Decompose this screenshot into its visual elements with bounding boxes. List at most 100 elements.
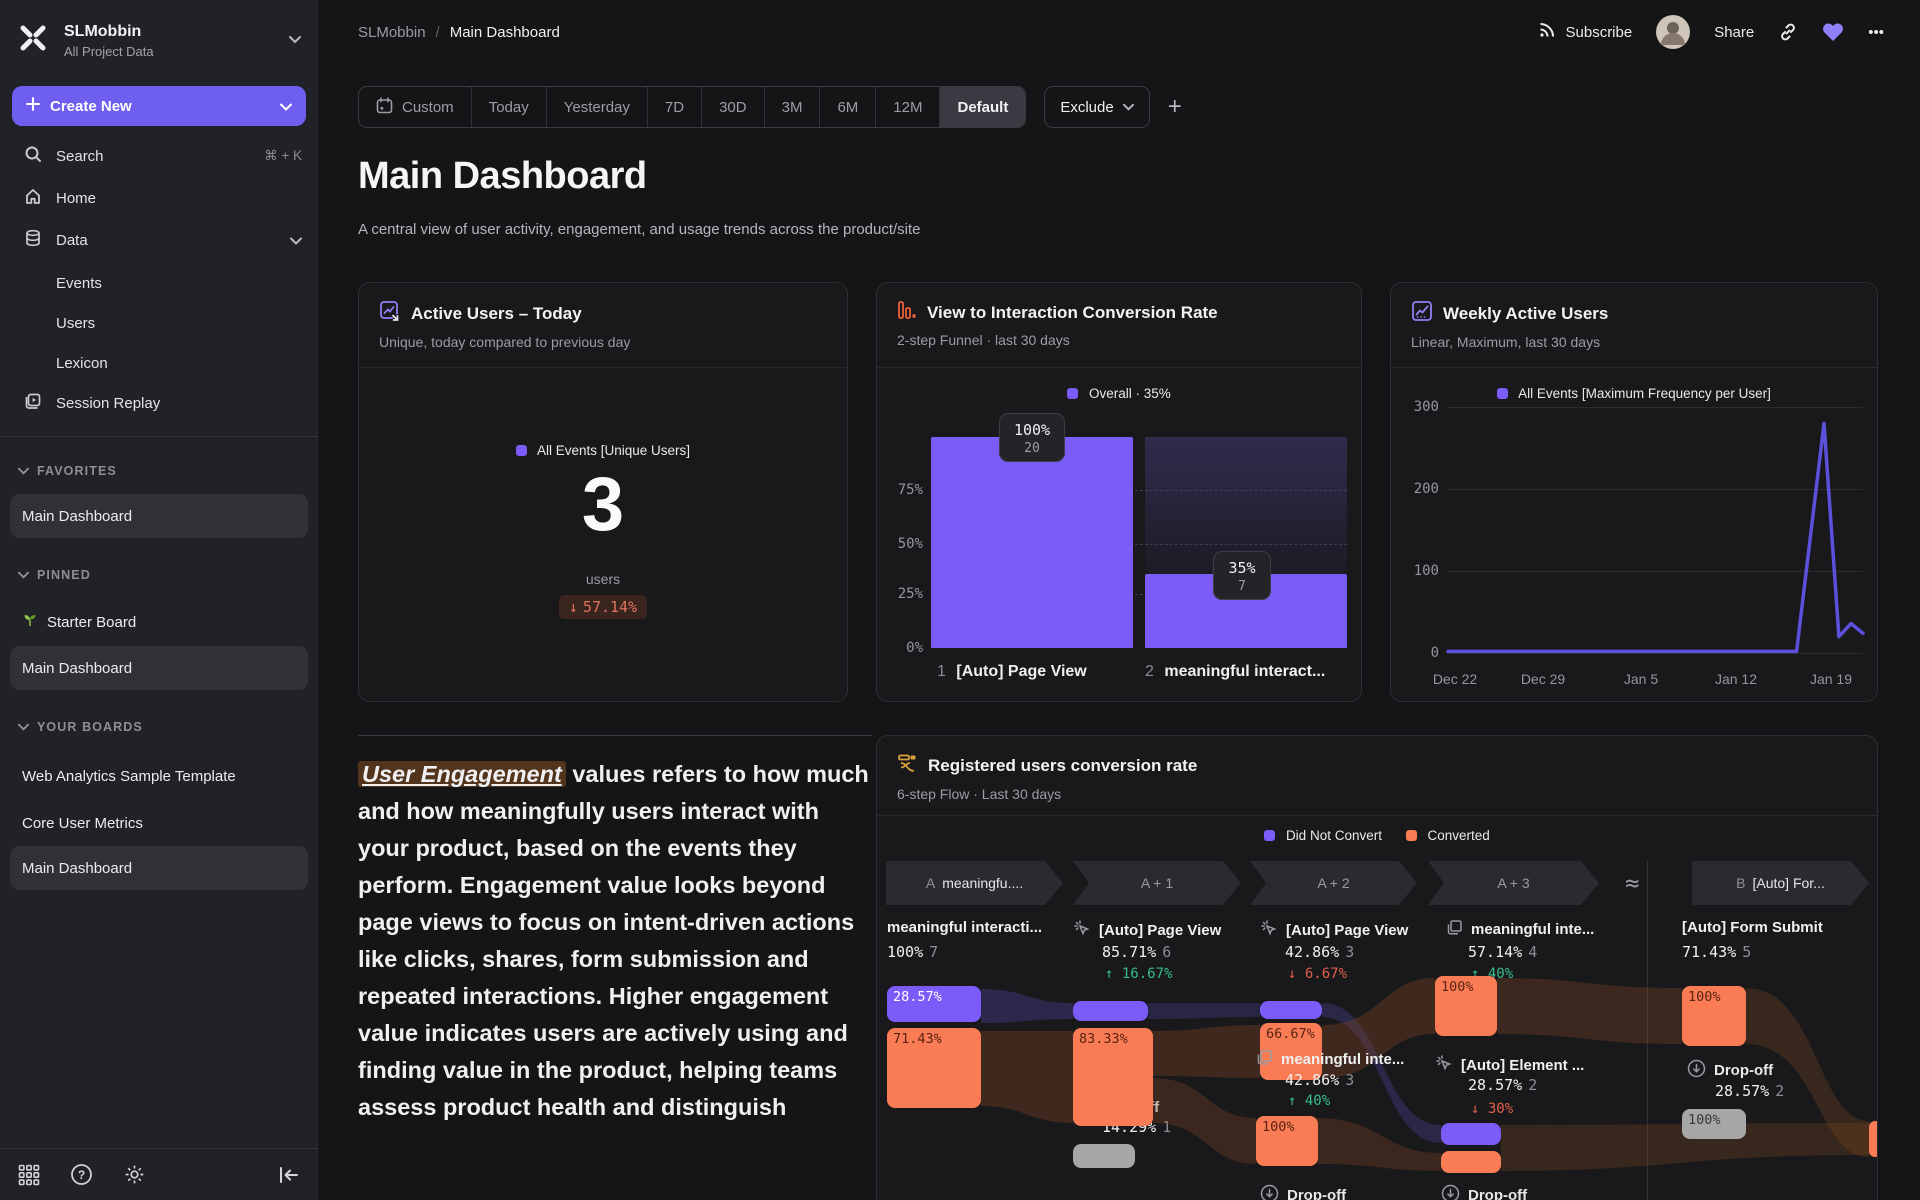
sidebar-item-session-replay[interactable]: Session Replay [0, 383, 318, 423]
chevron-down-icon [288, 31, 302, 49]
favorites-title: FAVORITES [37, 464, 117, 478]
flow-subnode-label: meaningful inte... [1256, 1049, 1404, 1070]
sidebar-item-data[interactable]: Data [0, 220, 318, 260]
range-default[interactable]: Default [940, 87, 1026, 127]
dropoff-icon [1441, 1184, 1460, 1200]
card-text-note[interactable]: User Engagement values refers to how muc… [358, 735, 872, 1126]
lexicon-label: Lexicon [56, 354, 108, 372]
collapse-sidebar-icon[interactable] [278, 1166, 300, 1184]
flow-legend: Did Not Convert Converted [877, 828, 1877, 843]
sidebar-item-events[interactable]: Events [0, 263, 318, 303]
flow-node-dropoff[interactable]: 100% [1682, 1109, 1746, 1139]
create-new-button[interactable]: Create New [12, 86, 306, 126]
flow-node-converted[interactable] [1441, 1151, 1501, 1173]
flow-node-converted[interactable]: 71.43% [887, 1028, 981, 1108]
home-label: Home [56, 189, 97, 207]
card-active-users[interactable]: Active Users – Today Unique, today compa… [358, 282, 848, 702]
flow-node-converted-edge[interactable] [1869, 1121, 1877, 1157]
funnel-bar-step1[interactable] [931, 437, 1133, 648]
flow-step-tab-a2[interactable]: A + 2 [1250, 861, 1417, 905]
breadcrumb-current: Main Dashboard [449, 24, 560, 41]
chevron-down-icon [280, 98, 292, 115]
your-boards-section-header[interactable]: YOUR BOARDS [18, 720, 143, 734]
funnel-tooltip-step2: 35% 7 [1213, 551, 1271, 600]
help-icon[interactable]: ? [70, 1163, 93, 1186]
flow-node-stats: 100% 7 [887, 943, 939, 961]
flow-node-did-not-convert[interactable]: 28.57% [887, 986, 981, 1022]
range-7d[interactable]: 7D [648, 87, 703, 127]
seedling-icon [22, 612, 38, 632]
flow-node-converted[interactable]: 100% [1435, 976, 1497, 1036]
flow-b-divider [1647, 861, 1648, 1200]
range-6m[interactable]: 6M [820, 87, 877, 127]
share-button[interactable]: Share [1714, 24, 1754, 41]
sidebar-item-web-analytics-template[interactable]: Web Analytics Sample Template [10, 754, 308, 798]
pinned-section-header[interactable]: PINNED [18, 568, 91, 582]
breadcrumb: SLMobbin / Main Dashboard [358, 24, 560, 41]
sidebar-item-main-dashboard-board[interactable]: Main Dashboard [10, 846, 308, 890]
sidebar-item-search[interactable]: Search ⌘ + K [0, 136, 318, 176]
favorites-section-header[interactable]: FAVORITES [18, 464, 117, 478]
more-menu-button[interactable]: ••• [1868, 23, 1884, 41]
settings-gear-icon[interactable] [123, 1163, 146, 1186]
flow-step-tab-b[interactable]: B [Auto] For... [1692, 861, 1869, 905]
avatar[interactable] [1656, 15, 1691, 49]
card-header: Active Users – Today Unique, today compa… [359, 283, 847, 368]
range-custom[interactable]: Custom [359, 87, 472, 127]
cursor-click-icon [1073, 919, 1091, 941]
sidebar-item-main-dashboard-favorite[interactable]: Main Dashboard [10, 494, 308, 538]
pinned-title: PINNED [37, 568, 91, 582]
flow-step-tab-a1[interactable]: A + 1 [1073, 861, 1241, 905]
card-weekly-active-users[interactable]: Weekly Active Users Linear, Maximum, las… [1390, 282, 1878, 702]
range-today[interactable]: Today [472, 87, 547, 127]
favorite-heart-icon[interactable] [1822, 22, 1844, 42]
subscribe-button[interactable]: Subscribe [1538, 20, 1633, 44]
flow-node-converted[interactable]: 100% [1682, 986, 1746, 1046]
sidebar-item-starter-board[interactable]: Starter Board [10, 600, 308, 644]
flow-node-stats: 71.43% 5 [1682, 943, 1752, 961]
legend: All Events [Unique Users] [359, 443, 847, 458]
sidebar-item-home[interactable]: Home [0, 178, 318, 218]
flow-node-label: meaningful inte... [1446, 919, 1594, 940]
flow-node-dropoff[interactable] [1073, 1144, 1135, 1168]
card-title-text: Registered users conversion rate [928, 756, 1198, 775]
flow-icon [897, 753, 918, 779]
breadcrumb-workspace[interactable]: SLMobbin [358, 24, 426, 41]
page-subtitle: A central view of user activity, engagem… [358, 221, 921, 238]
exclude-dropdown[interactable]: Exclude [1044, 86, 1150, 128]
card-funnel-conversion[interactable]: View to Interaction Conversion Rate 2-st… [876, 282, 1362, 702]
flow-step-tab-a3[interactable]: A + 3 [1428, 861, 1599, 905]
main-pane: SLMobbin / Main Dashboard Subscribe Shar… [318, 0, 1920, 1200]
sidebar-item-main-dashboard-pinned[interactable]: Main Dashboard [10, 646, 308, 690]
range-yesterday[interactable]: Yesterday [547, 87, 648, 127]
subscribe-label: Subscribe [1565, 23, 1633, 41]
funnel-bars-icon [897, 300, 917, 325]
range-3m[interactable]: 3M [765, 87, 821, 127]
list-item-label: Main Dashboard [22, 507, 133, 525]
flow-node-converted[interactable]: 83.33% [1073, 1028, 1153, 1126]
funnel-step1-label: 1 [Auto] Page View [937, 663, 1087, 680]
copy-link-icon[interactable] [1778, 22, 1798, 42]
breadcrumb-separator: / [435, 24, 440, 41]
flow-node-stats: 42.86% 3 [1285, 943, 1355, 961]
sidebar-item-users[interactable]: Users [0, 303, 318, 343]
flow-node-stats: 85.71% 6 [1102, 943, 1172, 961]
sidebar-item-core-user-metrics[interactable]: Core User Metrics [10, 801, 308, 845]
card-flow-conversion[interactable]: Registered users conversion rate 6-step … [876, 735, 1878, 1200]
flow-node-did-not-convert[interactable] [1441, 1123, 1501, 1145]
insight-chart-icon [379, 300, 401, 327]
workspace-switcher[interactable]: SLMobbin All Project Data [16, 16, 302, 64]
flow-node-converted[interactable]: 100% [1256, 1116, 1318, 1166]
range-label: 6M [837, 98, 859, 116]
sidebar-item-lexicon[interactable]: Lexicon [0, 343, 318, 383]
flow-subnode-label: [Auto] Element ... [1435, 1054, 1584, 1076]
dropoff-icon [1687, 1059, 1706, 1082]
flow-node-did-not-convert[interactable] [1260, 1001, 1322, 1019]
add-filter-button[interactable]: + [1167, 93, 1182, 120]
flow-node-did-not-convert[interactable] [1073, 1001, 1148, 1021]
apps-grid-icon[interactable] [18, 1164, 40, 1186]
range-30d[interactable]: 30D [702, 87, 765, 127]
card-title-text: Active Users – Today [411, 303, 582, 323]
range-12m[interactable]: 12M [876, 87, 941, 127]
